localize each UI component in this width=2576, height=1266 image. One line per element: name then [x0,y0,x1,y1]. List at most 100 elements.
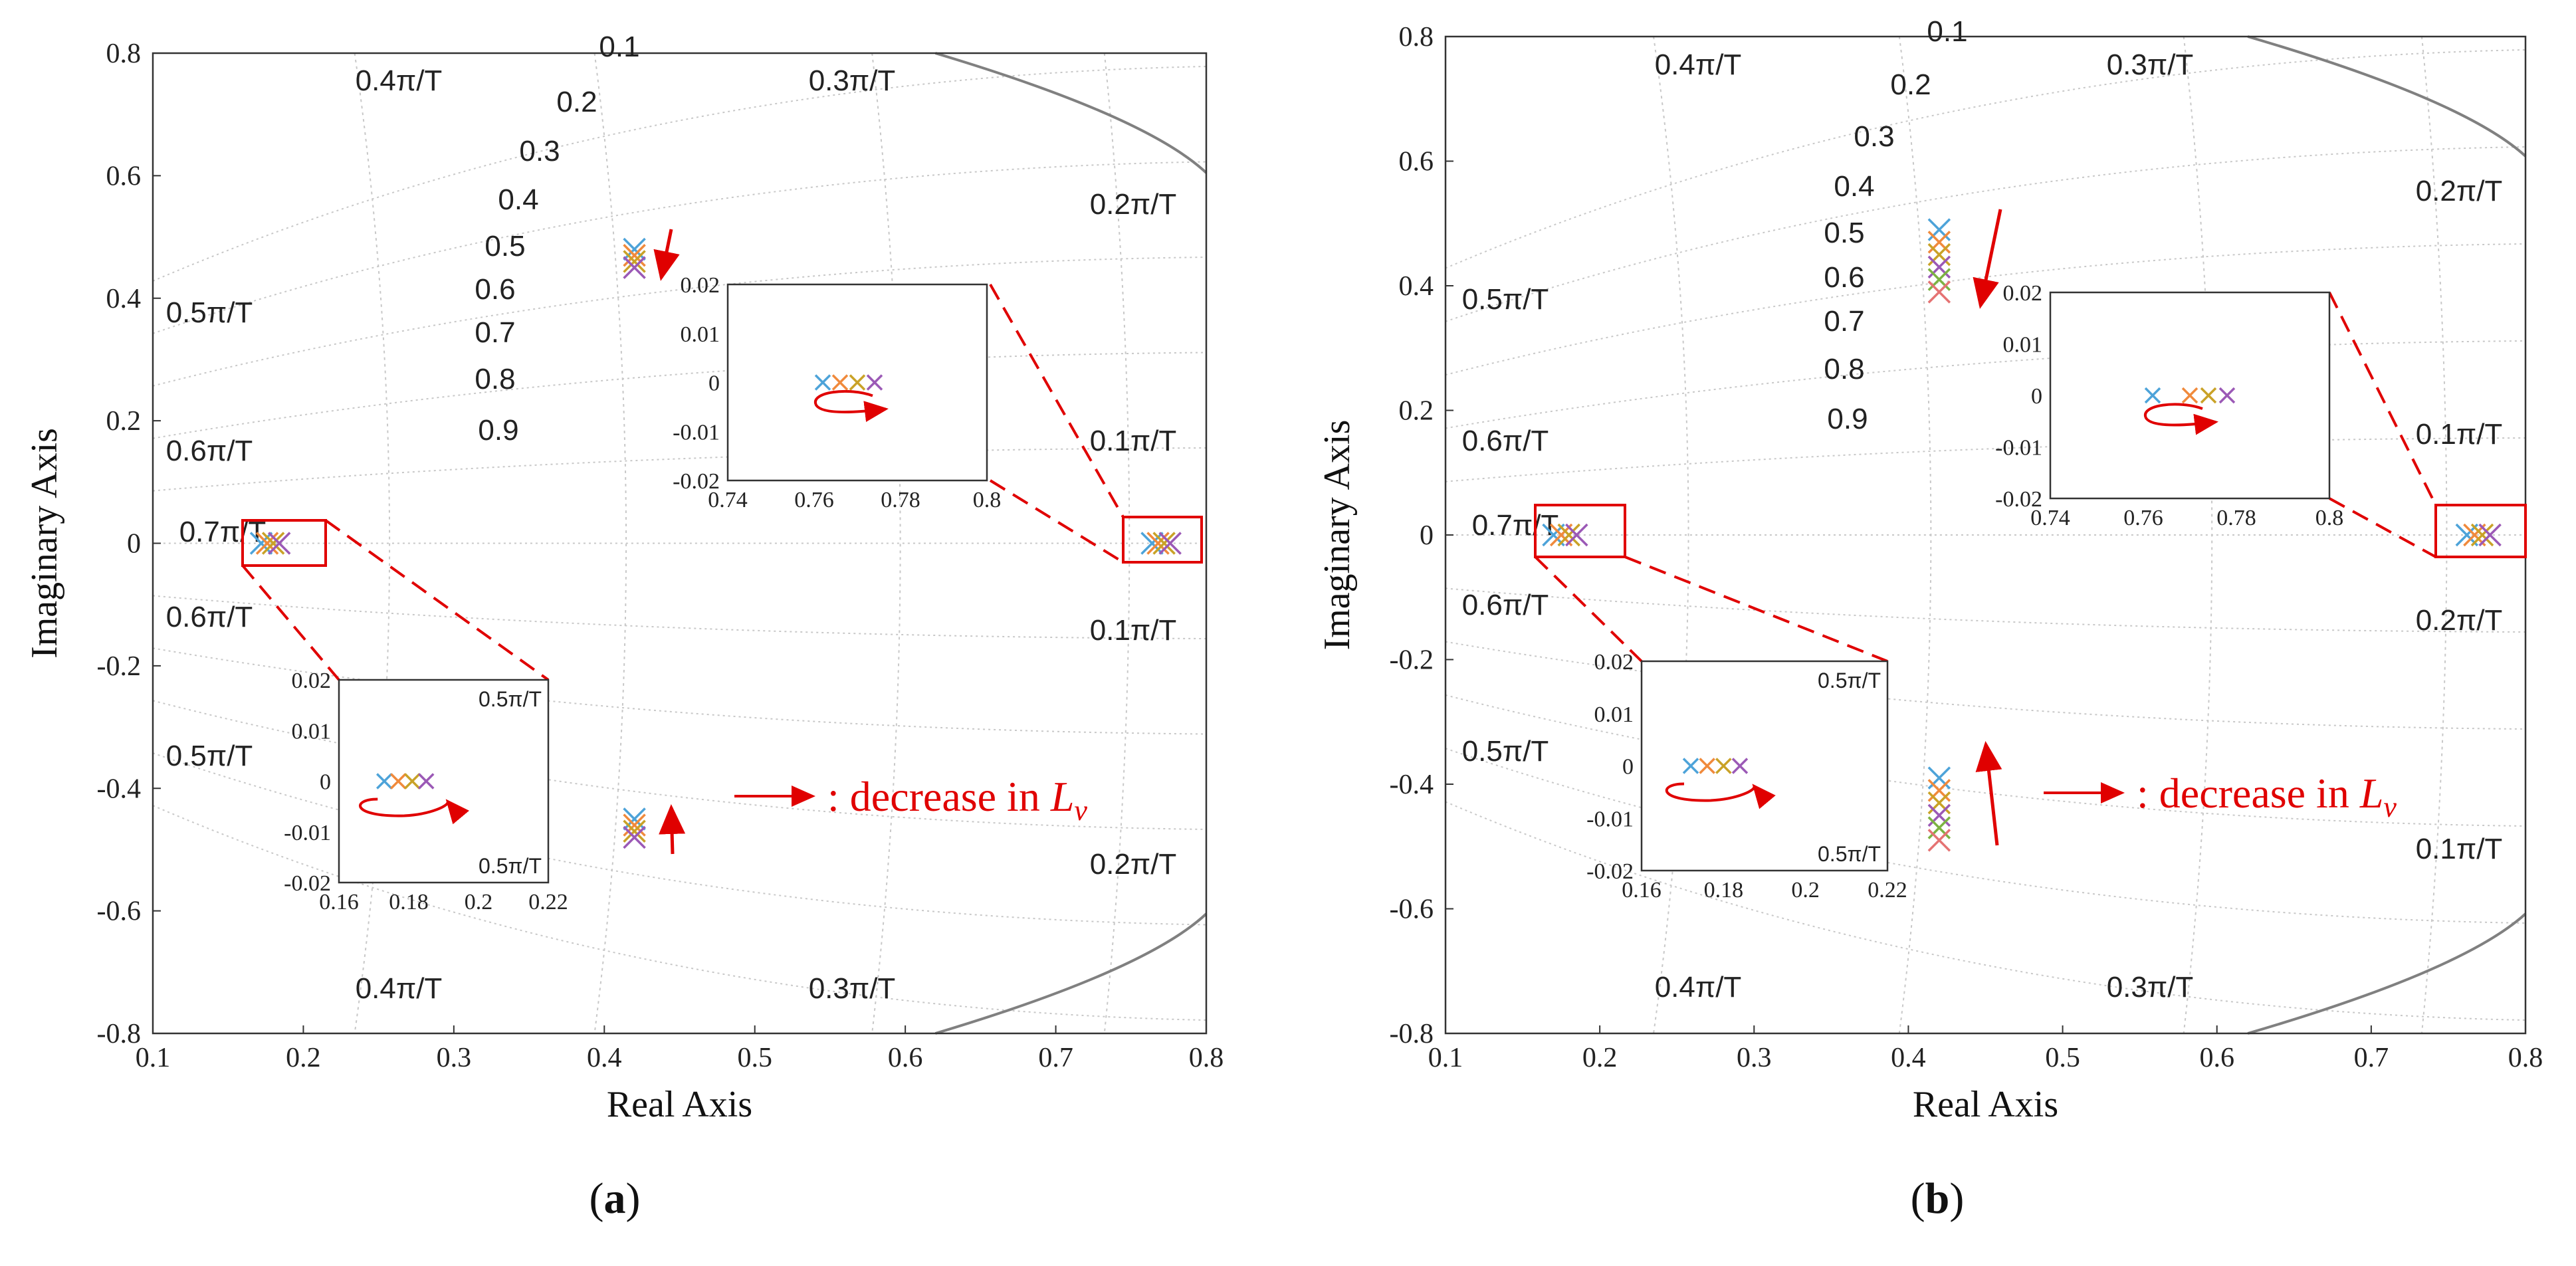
inset-x-tick: 0.78 [881,488,920,512]
legend-prefix: : decrease in [827,773,1051,820]
inset-pole-marker [376,773,393,790]
panel-caption: (b) [1911,1174,1965,1223]
inset-x-tick: 0.18 [1704,878,1744,902]
zeta-label: 0.3 [1854,120,1894,153]
zeta-curve [1446,801,2525,1021]
x-tick-label: 0.4 [587,1043,622,1073]
caption-close: ) [626,1174,641,1223]
panel-a: 0.1 0.2 0.3 0.4 0.5 0.6 0.7 0.80.80.60.40.20-0.… [24,31,1224,1223]
y-axis-label: Imaginary Axis [24,428,65,659]
inset-x-tick: 0.2 [1791,878,1820,902]
zeta-label: 0.4 [1834,170,1874,203]
zeta-curve [1446,694,2525,827]
zeta-curve [153,447,1206,492]
legend-sub: v [1074,794,1087,827]
pole-marker [1158,532,1182,555]
inset-pole-marker [849,374,866,391]
pole-marker [623,250,646,273]
inset-y-tick: -0.02 [673,469,720,494]
wn-curve [354,53,391,1033]
unit-circle-top [934,52,1208,174]
inset-y-tick: -0.01 [1586,807,1634,831]
inset-pole-marker [1731,758,1749,774]
y-tick-label: 0.6 [106,161,142,191]
zoom-box [1122,516,1203,564]
x-tick-label: 0.2 [286,1043,321,1073]
y-tick-label: 0.4 [106,284,142,314]
inset-frame [1640,660,1889,872]
inset-left: 0.16 0.18 0.2 0.22 0.02 0.01 0 -0.01 -0.02 0.5π/T… [1586,650,1907,902]
wn-label: 0.7π/T [1472,509,1559,542]
zeta-curve [153,257,1206,387]
zeta-label: 0.7 [1824,305,1864,338]
pole-marker [1565,523,1588,547]
zeta-label: 0.2 [556,86,597,118]
trend-arrow [653,229,680,281]
pole-marker [1927,218,1951,241]
inset-loop-arrow [359,797,469,825]
zeta-curve [1446,587,2525,633]
inset-wn-label: 0.5π/T [1818,669,1881,692]
zeta-label: 0.4 [498,183,538,216]
pole-marker [623,825,646,849]
x-tick-label: 0.3 [1737,1043,1772,1073]
pole-marker [623,243,646,267]
zoom-box [1534,504,1626,558]
wn-curve [593,53,627,1033]
wn-curve [1103,53,1130,1033]
trend-arrow [1973,209,2002,309]
y-tick-label: 0.4 [1399,271,1434,302]
wn-label: 0.2π/T [1090,188,1177,221]
wn-label: 0.6π/T [1462,425,1549,457]
inset-wn-label: 0.5π/T [479,687,542,711]
x-tick-label: 0.5 [737,1043,772,1073]
plot-frame [1444,35,2527,1035]
x-tick-label: 0.1 [1428,1043,1463,1073]
pole-marker [1927,779,1951,802]
zeta-label: 0.6 [475,273,515,306]
wn-label: 0.6π/T [166,601,253,633]
zoom-connector [1624,556,1888,663]
inset-frame [338,679,550,884]
inset-y-tick: -0.02 [1995,487,2042,512]
y-tick-label: 0.2 [106,406,142,437]
wn-label: 0.3π/T [809,972,896,1005]
y-tick-label: 0.8 [1399,22,1434,53]
pole-marker [1927,280,1951,304]
trend-arrow [659,804,686,855]
zoom-connector [2328,292,2437,506]
legend-text: : decrease in Lv [827,773,1087,827]
legend-prefix: : decrease in [2137,770,2360,817]
pole-marker [1927,829,1951,852]
zeta-label: 0.1 [599,31,639,63]
pole-marker [623,807,646,831]
pole-marker [1140,532,1164,555]
wn-label: 0.6π/T [1462,589,1549,621]
wn-label: 0.1π/T [2416,833,2503,865]
inset-y-tick: 0.02 [2003,281,2043,306]
y-tick-label: 0 [127,529,141,560]
zeta-label: 0.1 [1927,15,1967,48]
x-tick-label: 0.6 [888,1043,923,1073]
inset-x-tick: 0.18 [389,890,429,914]
zeta-curve [1446,437,2525,482]
inset-pole-marker [1682,758,1699,774]
zeta-label: 0.2 [1890,68,1931,101]
wn-label: 0.1π/T [1090,425,1177,457]
y-tick-label: 0.2 [1399,396,1434,427]
pole-marker [1146,532,1170,555]
wn-label: 0.5π/T [1462,283,1549,316]
unit-circle-bottom [934,912,1208,1035]
trend-arrow [1975,741,2002,846]
y-tick-label: 0.8 [106,39,142,69]
y-tick-label: -0.8 [97,1019,142,1049]
y-tick-label: -0.4 [1390,770,1434,800]
y-axis-label: Imaginary Axis [1317,420,1358,651]
inset-x-tick: 0.74 [708,488,748,512]
inset-pole-marker [2181,387,2199,404]
wn-curve [2183,37,2213,1033]
zeta-curve [1446,49,2525,269]
inset-pole-marker [1699,758,1715,774]
pole-marker [1152,532,1176,555]
x-tick-label: 0.8 [2508,1043,2543,1073]
